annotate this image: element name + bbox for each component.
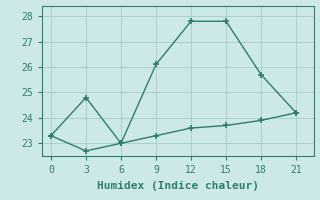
X-axis label: Humidex (Indice chaleur): Humidex (Indice chaleur): [97, 181, 259, 191]
